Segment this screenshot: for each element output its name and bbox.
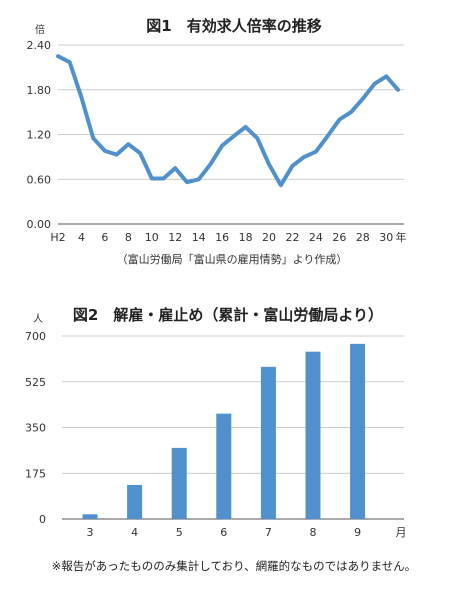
chart2-x-unit: 月 <box>396 526 407 539</box>
chart1-gridlines <box>58 44 404 225</box>
chart2-bar <box>216 413 232 519</box>
chart2-gridlines <box>62 335 404 520</box>
chart2-y-tick-label: 0 <box>39 513 46 526</box>
chart1: 図1 有効求人倍率の推移 倍 0.00 0.60 1.20 1.80 2.40 H2 4 6… <box>27 17 407 266</box>
chart1-x-ticks: H2 4 6 8 10 12 14 16 18 20 22 24 26 28 30 <box>50 231 393 244</box>
footnote: ※報告があったもののみ集計しており、網羅的なものではありません。 <box>52 559 417 573</box>
chart2-bar <box>305 351 321 519</box>
chart1-x-tick-label: 12 <box>168 231 182 244</box>
chart1-source: （富山労働局「富山県の雇用情勢」より作成） <box>117 252 348 266</box>
chart1-x-tick-label: 24 <box>309 231 323 244</box>
chart2-x-tick-label: 9 <box>354 526 361 539</box>
chart2-bars <box>82 343 366 519</box>
chart2-title: 図2 解雇・雇止め（累計・富山労働局より） <box>73 306 383 324</box>
chart1-x-tick-label: 30 <box>379 231 393 244</box>
chart1-title: 図1 有効求人倍率の推移 <box>146 17 321 35</box>
chart2-y-unit: 人 <box>33 313 43 325</box>
chart1-x-tick-label: 4 <box>78 231 85 244</box>
chart1-y-unit: 倍 <box>35 23 45 36</box>
chart1-y-ticks: 0.00 0.60 1.20 1.80 2.40 <box>27 39 52 231</box>
chart2-x-ticks: 3 4 5 6 7 8 9 <box>87 526 362 539</box>
chart2-y-tick-label: 700 <box>25 330 46 343</box>
chart1-x-unit: 年 <box>396 230 407 244</box>
chart1-y-tick-label: 1.80 <box>27 84 52 97</box>
chart2-x-tick-label: 7 <box>265 526 272 539</box>
chart1-x-tick-label: 20 <box>262 231 276 244</box>
chart2: 図2 解雇・雇止め（累計・富山労働局より） 人 0 175 350 525 700 3 4… <box>25 306 407 539</box>
chart1-series <box>56 54 400 188</box>
chart1-y-tick-label: 1.20 <box>27 129 52 142</box>
chart1-y-tick-label: 2.40 <box>27 39 52 52</box>
chart2-x-tick-label: 4 <box>131 526 138 539</box>
chart1-x-tick-label: H2 <box>50 231 65 244</box>
chart1-x-tick-label: 10 <box>145 231 159 244</box>
chart2-x-tick-label: 8 <box>310 526 317 539</box>
chart2-x-tick-label: 6 <box>220 526 227 539</box>
chart2-x-tick-label: 3 <box>87 526 94 539</box>
chart2-y-tick-label: 525 <box>25 376 46 389</box>
chart2-y-tick-label: 350 <box>25 422 46 435</box>
chart2-bar <box>260 366 276 519</box>
chart1-x-tick-label: 26 <box>332 231 346 244</box>
chart2-bar <box>171 447 187 519</box>
chart1-y-tick-label: 0.00 <box>27 218 52 231</box>
chart1-x-tick-label: 16 <box>215 231 229 244</box>
chart2-bar <box>127 485 143 519</box>
chart1-x-tick-label: 8 <box>125 231 132 244</box>
chart2-x-tick-label: 5 <box>176 526 183 539</box>
chart2-bar <box>350 343 366 519</box>
chart1-line <box>56 54 400 188</box>
chart1-y-tick-label: 0.60 <box>27 173 52 186</box>
chart1-x-tick-label: 18 <box>239 231 253 244</box>
chart2-bar <box>82 514 98 519</box>
chart1-x-tick-label: 6 <box>101 231 108 244</box>
chart2-y-tick-label: 175 <box>25 467 46 480</box>
chart1-x-tick-label: 14 <box>192 231 206 244</box>
chart1-x-tick-label: 28 <box>356 231 370 244</box>
chart2-y-ticks: 0 175 350 525 700 <box>25 330 46 526</box>
chart1-x-tick-label: 22 <box>285 231 299 244</box>
